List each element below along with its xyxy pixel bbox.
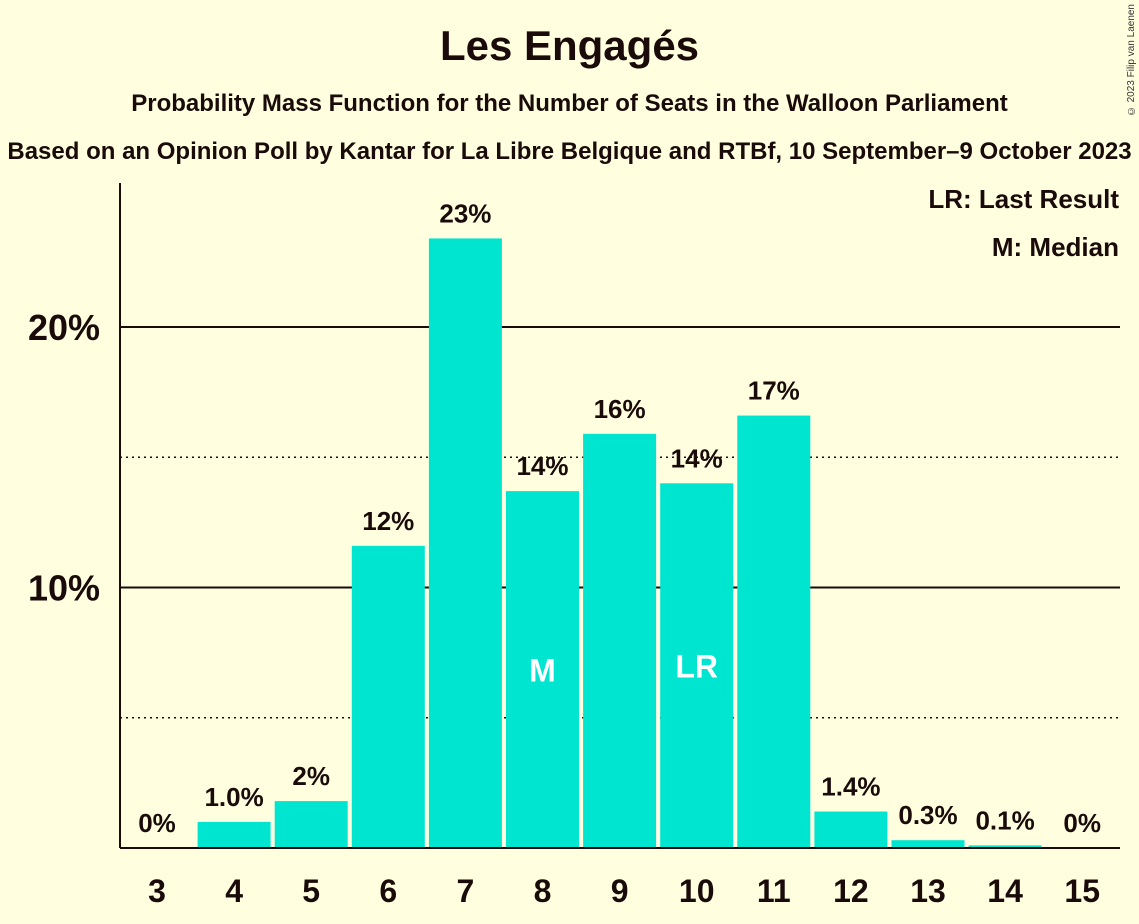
x-tick-label: 8 <box>534 873 552 909</box>
bar <box>814 811 888 848</box>
data-label: 1.4% <box>821 772 880 802</box>
x-tick-label: 15 <box>1064 873 1100 909</box>
x-tick-label: 13 <box>910 873 946 909</box>
x-tick-label: 6 <box>379 873 397 909</box>
data-label: 2% <box>292 761 330 791</box>
x-tick-label: 11 <box>757 873 791 909</box>
bar-marker: M <box>529 653 556 689</box>
bar <box>968 845 1042 848</box>
data-label: 12% <box>362 506 414 536</box>
x-tick-label: 12 <box>833 873 869 909</box>
bar <box>197 821 271 848</box>
bar <box>274 801 348 848</box>
bar <box>506 491 579 848</box>
y-tick-label: 20% <box>28 307 100 348</box>
data-label: 0.3% <box>898 800 957 830</box>
bar <box>583 433 657 848</box>
legend-median: M: Median <box>991 232 1119 262</box>
data-label: 16% <box>594 394 646 424</box>
data-label: 23% <box>439 198 491 228</box>
bar <box>428 238 502 848</box>
x-tick-label: 7 <box>457 873 475 909</box>
x-tick-label: 5 <box>302 873 320 909</box>
data-label: 17% <box>748 376 800 406</box>
chart-source-line: Based on an Opinion Poll by Kantar for L… <box>7 138 1132 165</box>
x-tick-label: 9 <box>611 873 629 909</box>
bar-marker: LR <box>675 649 718 685</box>
data-label: 0% <box>1063 808 1101 838</box>
data-label: 14% <box>516 451 568 481</box>
x-tick-label: 4 <box>225 873 243 909</box>
chart-subtitle: Probability Mass Function for the Number… <box>131 90 1008 117</box>
bar <box>737 415 811 848</box>
x-tick-label: 14 <box>987 873 1023 909</box>
bar <box>891 840 965 848</box>
data-label: 0.1% <box>975 805 1034 835</box>
x-tick-label: 3 <box>148 873 166 909</box>
data-label: 14% <box>671 443 723 473</box>
x-tick-label: 10 <box>679 873 715 909</box>
data-label: 1.0% <box>204 782 263 812</box>
bar <box>351 545 425 848</box>
legend-last-result: LR: Last Result <box>928 184 1119 214</box>
data-label: 0% <box>138 808 176 838</box>
bar <box>660 483 734 848</box>
y-tick-label: 10% <box>28 568 100 609</box>
chart-title: Les Engagés <box>439 22 700 69</box>
